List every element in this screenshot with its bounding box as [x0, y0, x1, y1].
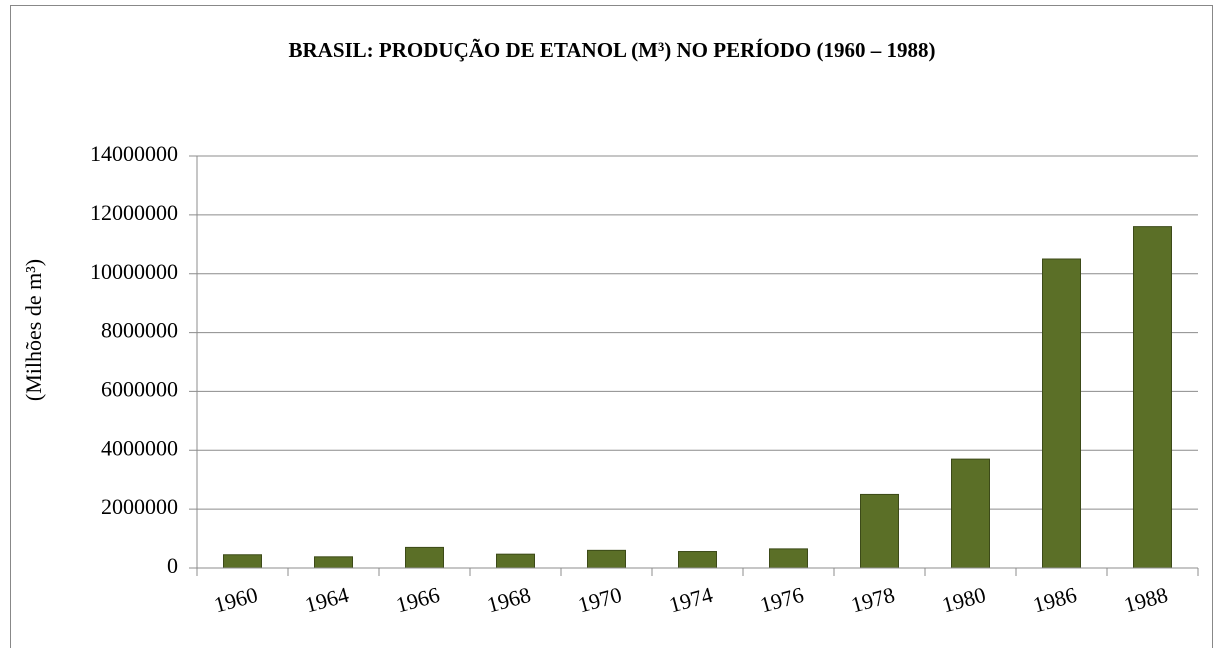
bar: [496, 553, 535, 569]
bar: [678, 551, 717, 569]
bar: [223, 554, 262, 569]
y-tick-label: 6000000: [101, 376, 178, 401]
y-tick-label: 0: [167, 553, 178, 578]
y-tick-label: 4000000: [101, 435, 178, 460]
y-tick-label: 14000000: [90, 141, 178, 166]
bar: [1133, 226, 1172, 569]
bar: [769, 548, 808, 569]
y-tick-label: 10000000: [90, 259, 178, 284]
bar: [860, 493, 899, 569]
y-tick-label: 12000000: [90, 200, 178, 225]
bar: [405, 546, 444, 569]
bar: [314, 556, 353, 569]
bar: [951, 458, 990, 569]
chart-frame: [10, 5, 1213, 648]
chart-title: BRASIL: PRODUÇÃO DE ETANOL (M³) NO PERÍO…: [288, 38, 935, 62]
bar: [587, 549, 626, 569]
y-axis-label: (Milhões de m³): [21, 259, 46, 401]
y-tick-label: 2000000: [101, 494, 178, 519]
y-tick-label: 8000000: [101, 318, 178, 343]
bar: [1042, 258, 1081, 569]
